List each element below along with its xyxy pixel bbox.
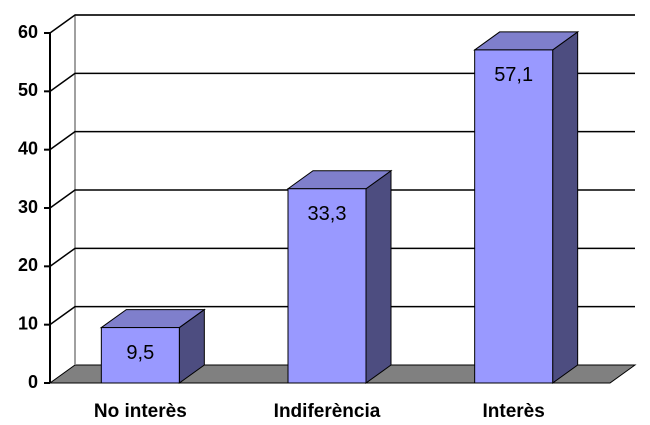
grid-line [49,14,635,34]
x-tick-label: Interès [483,401,545,422]
y-tick-label: 40 [18,138,38,158]
value-label: 9,5 [126,342,154,364]
x-tick-label: No interès [94,401,187,422]
y-tick-label: 30 [18,197,38,217]
y-tick-label: 50 [18,80,38,100]
bar-side [552,30,579,384]
y-tick-label: 60 [18,22,38,42]
grid-line [49,189,635,209]
bar [100,327,180,384]
value-label: 33,3 [308,203,347,225]
bar [287,188,367,384]
x-tick-label: Indiferència [274,401,381,422]
value-label: 57,1 [494,64,533,86]
y-tick-label: 0 [28,372,38,392]
y-tick-label: 10 [18,313,38,333]
grid-line [49,247,635,267]
grid-line [49,72,635,92]
grid-line [49,305,635,326]
y-tick-label: 20 [18,255,38,275]
bar [474,49,554,384]
grid-line [49,130,635,151]
bar-side [365,169,392,384]
grid [49,14,635,326]
bars: 9,5 33,3 57,1 [99,30,580,384]
